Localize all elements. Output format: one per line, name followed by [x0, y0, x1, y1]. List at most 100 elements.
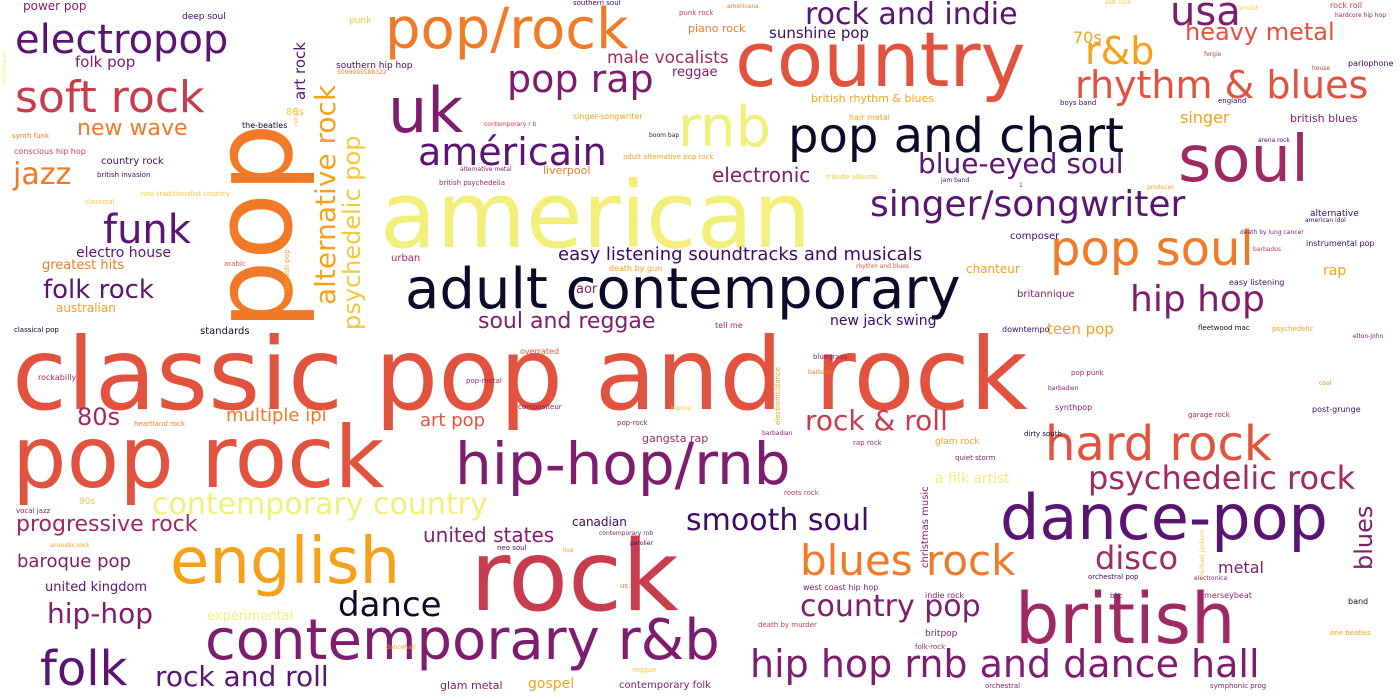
word-acoustic-rock: acoustic rock — [50, 542, 90, 549]
word-hip-hop-rnb-dance-hall: hip hop rnb and dance hall — [750, 642, 1260, 686]
word-the-beatles: the-beatles — [242, 121, 288, 130]
word-contemporary-folk: contemporary folk — [619, 680, 711, 691]
word-jazz: jazz — [13, 157, 72, 192]
word-british-invasion: british invasion — [97, 171, 151, 179]
word-mainstream: mainstream — [1, 49, 8, 86]
word-gangsta-rap: gangsta rap — [642, 432, 709, 445]
word-rockabilly: rockabilly — [38, 373, 77, 382]
word-adult-contemporary: adult contemporary — [405, 257, 961, 322]
word-blues-rock: blues rock — [800, 536, 1016, 585]
word-soft-rock: soft rock — [15, 72, 205, 123]
word-art-rock: art rock — [291, 42, 309, 100]
word-90s: 90s — [79, 497, 96, 507]
word-hair-metal: hair metal — [849, 113, 891, 122]
word-southern-soul: southern soul — [573, 0, 621, 7]
word-easy-listening-soundtracks: easy listening soundtracks and musicals — [558, 244, 923, 265]
word-parolier: parolier — [630, 540, 653, 547]
word-deep-soul: deep soul — [182, 12, 226, 22]
word-pop-rap: pop rap — [507, 57, 654, 101]
word-southern-hip-hop: southern hip hop — [336, 61, 413, 71]
word-folk-pop: folk pop — [75, 53, 136, 71]
word-tribute-albums: tribute albums — [826, 173, 878, 181]
word-hard-rock: hard rock — [1045, 416, 1272, 472]
word-americain: américain — [418, 130, 607, 174]
word-singer-songwriter: singer/songwriter — [870, 184, 1186, 225]
word-rhythm-and-blues-small: rhythm and blues — [856, 263, 909, 270]
word-blues: blues — [1350, 505, 1378, 570]
word-metal: metal — [1218, 558, 1264, 577]
word-baroque-pop: baroque pop — [17, 551, 131, 572]
word-american: american — [380, 162, 812, 269]
word-dancehall: dancehall — [386, 644, 416, 651]
word-fergie: fergie — [1204, 51, 1222, 58]
word-rhythm-and-blues: rhythm & blues — [1075, 63, 1369, 107]
word-rock-roll: rock roll — [1330, 1, 1363, 10]
word-electronic-dance: electronic/dance — [774, 366, 782, 425]
word-compositeur: compositeur — [518, 403, 562, 411]
word-pop-slash-rock: pop/rock — [385, 0, 629, 62]
word-rock: rock — [470, 520, 679, 634]
word-english: english — [170, 525, 401, 599]
word-electro-house: electro house — [76, 245, 171, 261]
word-symphonic-prog: symphonic prog — [1210, 682, 1267, 690]
word-dance: dance — [338, 585, 442, 625]
word-country-pop: country pop — [800, 589, 981, 624]
word-catalog-number: 5099995588322 — [337, 69, 387, 76]
word-live: live — [563, 547, 574, 554]
word-arabic: arabic — [224, 260, 246, 268]
word-electronica: electronica — [1194, 575, 1228, 582]
word-christmas-music: christmas music — [920, 486, 931, 568]
word-contemporary-rnb: contemporary r&b — [205, 608, 720, 673]
word-smooth-soul: smooth soul — [686, 503, 870, 538]
word-soft-rock-small: soft rock — [1105, 0, 1131, 6]
word-singer: singer — [1180, 108, 1230, 127]
word-easy-listening: easy listening — [1229, 278, 1285, 287]
word-england: england — [1218, 97, 1247, 105]
word-sophisti-pop: sophisti-pop — [283, 249, 291, 292]
word-male-vocalists: male vocalists — [607, 48, 729, 68]
word-band: band — [1348, 597, 1369, 606]
word-punk: punk — [349, 16, 372, 26]
word-fleetwood-mac: fleetwood mac — [1198, 324, 1250, 332]
word-one-beatles: one beatles — [1330, 629, 1371, 637]
word-hip-hop-rnb: hip-hop/rnb — [455, 430, 791, 498]
word-r-and-b: r&b — [1085, 29, 1155, 73]
word-united-kingdom: united kingdom — [45, 580, 148, 595]
word-disco: disco — [1095, 539, 1179, 577]
word-michael-jackson: michael jackson — [1199, 529, 1206, 578]
word-dirty-south: dirty south — [1024, 430, 1062, 438]
word-classic-pop-and-rock: classic pop and rock — [12, 316, 1028, 433]
word-experimental: experimental — [207, 609, 294, 624]
word-british-rhythm-and-blues: british rhythm & blues — [811, 92, 935, 105]
word-barbadian: barbadian — [762, 430, 793, 437]
word-uk: uk — [388, 74, 464, 147]
word-electronic: electronic — [712, 163, 811, 187]
word-heartland-rock: heartland rock — [134, 420, 185, 428]
word-hip-hop: hip hop — [1130, 279, 1265, 320]
word-power-pop: power pop — [23, 0, 87, 13]
word-80s-small: 80s — [286, 107, 304, 118]
word-electropop: electropop — [15, 17, 229, 63]
word-bluegrass: bluegrass — [813, 353, 848, 361]
word-rock-and-indie: rock and indie — [805, 0, 1018, 32]
word-barbadien: barbadien — [1048, 385, 1079, 392]
word-death-by-lung-cancer: death by lung cancer — [1240, 229, 1304, 236]
word-vocal-jazz: vocal jazz — [16, 507, 51, 515]
word-aor: aor — [576, 282, 598, 297]
word-rap-rock: rap rock — [853, 439, 882, 447]
word-a-filk-artist: a filk artist — [935, 471, 1010, 487]
word-house: house — [1312, 65, 1331, 72]
word-hip-hop-dash: hip-hop — [47, 597, 154, 630]
word-indie-rock: indie rock — [925, 591, 965, 600]
word-dance-pop: dance-pop — [1000, 481, 1328, 554]
word-greatest-hits: greatest hits — [42, 258, 125, 273]
word-country: country — [735, 15, 1026, 104]
word-neo-traditionalist-country: neo-traditionalist country — [141, 190, 230, 198]
word-punk-rock: punk rock — [679, 9, 714, 17]
word-standards: standards — [200, 326, 250, 337]
word-pop-metal: pop-metal — [466, 377, 502, 385]
word-folk-rock-dash: folk-rock — [915, 643, 946, 651]
word-classical: classical — [85, 198, 115, 206]
word-hardcore-hip-hop: hardcore hip hop — [1335, 12, 1387, 19]
